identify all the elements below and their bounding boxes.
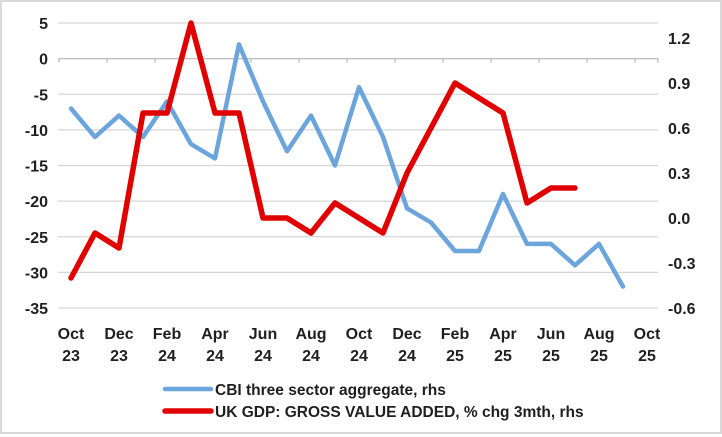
- x-axis-month-label: Feb: [441, 326, 470, 343]
- x-axis-year-label: 24: [302, 348, 320, 365]
- left-axis-tick-label: -25: [25, 230, 48, 247]
- right-axis-tick-label: -0.3: [668, 256, 696, 273]
- right-axis-tick-label: 0.9: [668, 76, 690, 93]
- x-axis-month-label: Aug: [295, 326, 326, 343]
- right-axis-tick-label: 0.3: [668, 166, 690, 183]
- x-axis-month-label: Oct: [634, 326, 661, 343]
- x-axis-year-label: 25: [446, 348, 464, 365]
- left-axis-tick-label: 5: [39, 16, 48, 33]
- x-axis-month-label: Oct: [58, 326, 85, 343]
- cbi-series-line: [68, 42, 626, 289]
- x-axis-year-label: 23: [110, 348, 128, 365]
- x-axis-year-label: 25: [494, 348, 512, 365]
- x-axis-month-label: Apr: [489, 326, 517, 343]
- left-axis-tick-label: -5: [34, 87, 48, 104]
- x-axis-year-label: 24: [350, 348, 368, 365]
- x-axis-month-label: Feb: [153, 326, 182, 343]
- x-axis-month-label: Jun: [537, 326, 565, 343]
- left-axis-tick-label: -10: [25, 123, 48, 140]
- x-axis-year-label: 25: [542, 348, 560, 365]
- right-axis-tick-label: 1.2: [668, 31, 690, 48]
- x-axis-month-label: Dec: [104, 326, 133, 343]
- left-axis-tick-label: 0: [39, 52, 48, 69]
- x-axis-year-label: 24: [398, 348, 416, 365]
- x-axis-month-label: Aug: [583, 326, 614, 343]
- x-axis-year-label: 23: [62, 348, 80, 365]
- left-axis-tick-label: -30: [25, 265, 48, 282]
- gdp-series-line: [68, 20, 578, 281]
- x-axis-year-label: 25: [590, 348, 608, 365]
- legend-label-cbi: CBI three sector aggregate, rhs: [215, 382, 446, 399]
- legend-label-gdp: UK GDP: GROSS VALUE ADDED, % chg 3mth, r…: [215, 404, 584, 421]
- right-axis-tick-label: -0.6: [668, 301, 696, 318]
- x-axis-month-label: Oct: [346, 326, 373, 343]
- x-axis-year-label: 24: [206, 348, 224, 365]
- left-axis-tick-label: -15: [25, 159, 48, 176]
- x-axis-month-label: Jun: [249, 326, 277, 343]
- x-axis-year-label: 25: [638, 348, 656, 365]
- right-axis-tick-label: 0.6: [668, 121, 690, 138]
- left-axis-tick-label: -20: [25, 194, 48, 211]
- x-axis-month-label: Apr: [201, 326, 229, 343]
- right-axis-tick-label: 0.0: [668, 211, 690, 228]
- left-axis-tick-label: -35: [25, 301, 48, 318]
- dual-axis-line-chart: 5 0 -5 -10 -15 -20 -25 -30 -35 1.2 0.9 0.6 0.3 0.0 -0.…: [25, 16, 696, 421]
- x-axis-year-label: 24: [254, 348, 272, 365]
- x-axis-month-label: Dec: [392, 326, 421, 343]
- x-axis-year-label: 24: [158, 348, 176, 365]
